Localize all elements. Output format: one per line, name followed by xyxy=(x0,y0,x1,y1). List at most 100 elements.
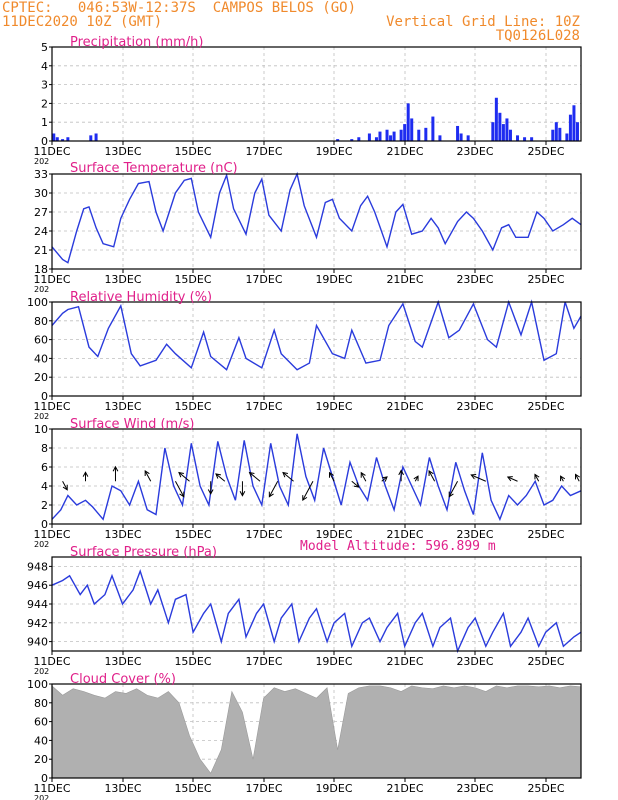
precip-bar xyxy=(94,133,98,141)
x-tick-label: 21DEC xyxy=(386,400,423,413)
x-tick-label: 11DEC xyxy=(33,400,70,413)
y-tick-label: 940 xyxy=(27,636,48,649)
x-tick-label: 19DEC xyxy=(315,528,352,541)
x-tick-label: 11DEC xyxy=(33,528,70,541)
wind-arrow-head xyxy=(428,470,434,476)
x-tick-label: 13DEC xyxy=(104,145,141,158)
precip-bar xyxy=(424,127,428,141)
wind-arrow xyxy=(351,480,360,488)
wind-arrow xyxy=(144,470,152,482)
y-tick-label: 5 xyxy=(41,41,48,54)
y-tick-label: 100 xyxy=(27,296,48,309)
wind-arrow xyxy=(215,473,226,482)
precip-bar xyxy=(431,116,435,141)
wind-arrow xyxy=(62,481,68,491)
x-tick-label: 17DEC xyxy=(245,273,282,286)
precip-bar xyxy=(378,131,382,141)
precip-bar xyxy=(554,122,558,141)
panel-title: Precipitation (mm/h) xyxy=(70,35,203,50)
y-tick-label: 2 xyxy=(41,499,48,512)
wind-arrow-head xyxy=(398,469,404,476)
wind-arrow-head xyxy=(353,482,360,488)
run-date: 11DEC2020 10Z (GMT) xyxy=(2,14,163,30)
wind-arrow xyxy=(329,472,335,482)
wind-arrow-head xyxy=(178,471,184,478)
wind-arrow xyxy=(575,474,580,482)
series-line-temp xyxy=(51,171,582,264)
wind-arrow-head xyxy=(328,471,334,478)
x-tick-label: 15DEC xyxy=(174,782,211,795)
x-tick-label: 23DEC xyxy=(456,273,493,286)
wind-arrow-head xyxy=(215,473,221,479)
x-tick-label: 19DEC xyxy=(315,782,352,795)
x-tick-label: 13DEC xyxy=(104,655,141,668)
wind-arrow xyxy=(471,474,486,482)
precip-bar xyxy=(392,131,396,141)
panel-frame xyxy=(51,556,582,652)
model-code: TQ0126L028 xyxy=(495,28,580,44)
y-tick-label: 0 xyxy=(41,772,48,785)
x-tick-label: 21DEC xyxy=(386,273,423,286)
wind-arrow-head xyxy=(62,484,68,491)
y-tick-label: 30 xyxy=(34,187,48,200)
wind-arrow-head xyxy=(560,475,566,482)
precip-bar xyxy=(350,139,354,141)
precip-bar xyxy=(389,135,393,141)
wind-arrow xyxy=(174,481,185,497)
x-tick-label: 13DEC xyxy=(104,782,141,795)
precip-bar xyxy=(530,137,534,141)
y-tick-label: 40 xyxy=(34,352,48,365)
x-tick-label: 25DEC xyxy=(527,655,564,668)
x-tick-label: 19DEC xyxy=(315,400,352,413)
wind-arrow-head xyxy=(112,465,119,472)
panel-frame xyxy=(51,683,582,779)
precip-bar xyxy=(568,114,572,141)
wind-arrow-head xyxy=(268,491,274,498)
precip-bar xyxy=(501,124,505,141)
y-tick-label: 6 xyxy=(41,461,48,474)
wind-arrow-head xyxy=(82,471,89,477)
x-tick-year: 202 xyxy=(34,157,49,166)
wind-arrow-head xyxy=(302,495,308,501)
precip-bar xyxy=(410,118,414,141)
precip-bar xyxy=(417,129,421,141)
panel-humidity: 0 20 40 60 80 100 11DEC 13DEC 15DEC 17DEC 19DEC 21D… xyxy=(27,290,582,421)
panel-wind: 0 2 4 6 8 10 11DEC 13DEC 15DEC 17DEC 19DEC 21DEC 23D… xyxy=(33,417,582,549)
x-tick-label: 25DEC xyxy=(527,145,564,158)
precip-bar xyxy=(498,112,502,141)
precip-bar xyxy=(52,133,56,141)
wind-arrow-head xyxy=(239,491,246,497)
panel-title: Surface Wind (m/s) xyxy=(70,417,194,432)
y-tick-label: 2 xyxy=(41,97,48,110)
x-tick-label: 15DEC xyxy=(174,400,211,413)
precip-bar xyxy=(558,127,562,141)
model-altitude: Model Altitude: 596.899 m xyxy=(300,539,496,554)
y-tick-label: 60 xyxy=(34,334,48,347)
wind-arrow xyxy=(448,481,459,497)
x-tick-label: 11DEC xyxy=(33,655,70,668)
vertical-grid-info: Vertical Grid Line: 10Z xyxy=(386,14,580,30)
precip-bar xyxy=(385,129,389,141)
x-tick-label: 25DEC xyxy=(527,528,564,541)
x-tick-label: 23DEC xyxy=(456,400,493,413)
series-line-humidity xyxy=(51,299,582,371)
precip-bar xyxy=(466,135,470,141)
x-tick-label: 21DEC xyxy=(386,782,423,795)
wind-arrow xyxy=(282,472,294,482)
precip-bar xyxy=(459,133,463,141)
wind-arrow-head xyxy=(360,471,366,478)
x-tick-label: 21DEC xyxy=(386,145,423,158)
precip-bar xyxy=(523,137,527,141)
x-tick-label: 25DEC xyxy=(527,782,564,795)
y-tick-label: 40 xyxy=(34,734,48,747)
y-tick-label: 0 xyxy=(41,135,48,148)
y-tick-label: 0 xyxy=(41,390,48,403)
wind-arrow-head xyxy=(575,473,580,480)
precip-bar xyxy=(403,124,407,141)
wind-arrow-head xyxy=(506,476,513,482)
y-tick-label: 100 xyxy=(27,678,48,691)
wind-arrow xyxy=(268,481,279,497)
precip-bar xyxy=(55,137,59,141)
y-tick-label: 80 xyxy=(34,697,48,710)
x-tick-label: 15DEC xyxy=(174,528,211,541)
